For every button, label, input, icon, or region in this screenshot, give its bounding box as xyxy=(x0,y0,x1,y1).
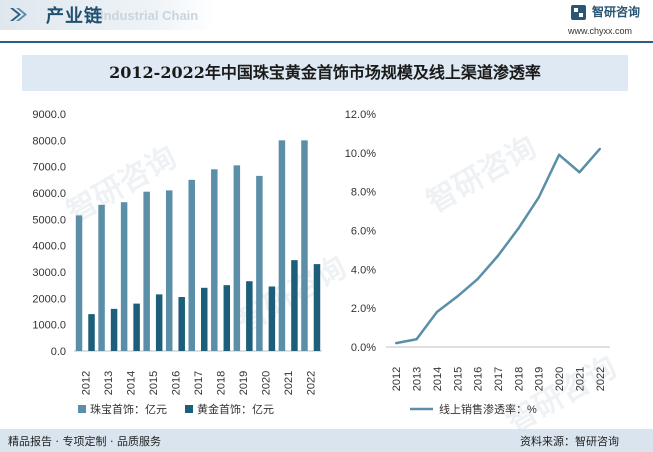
y-tick-label: 4.0% xyxy=(351,264,376,276)
x-tick-label: 2020 xyxy=(554,367,566,391)
y-tick-label: 3000.0 xyxy=(32,267,66,279)
bar-gold xyxy=(313,264,321,351)
y-tick-label: 12.0% xyxy=(345,109,376,121)
bar-gold xyxy=(133,303,140,351)
bar-gold xyxy=(246,281,253,351)
y-tick-label: 5000.0 xyxy=(32,214,66,226)
bar-gold xyxy=(223,285,231,351)
series-line-online-penetration xyxy=(395,148,601,345)
data-point xyxy=(476,277,479,281)
y-tick-label: 4000.0 xyxy=(32,241,66,253)
bar-gold xyxy=(178,297,185,351)
x-tick-label: 2022 xyxy=(306,371,318,395)
x-tick-label: 2017 xyxy=(193,371,205,395)
y-tick-label: 2.0% xyxy=(351,303,376,315)
bar-chart: 0.0 1000.0 2000.0 3000.0 4000.0 5000.0 6000.0 7… xyxy=(32,109,322,416)
footer-source: 资料来源：智研咨询 xyxy=(520,435,619,448)
data-point xyxy=(435,310,439,314)
bar-jewelry xyxy=(233,165,241,351)
bar-jewelry xyxy=(120,202,128,351)
y-tick-label: 1000.0 xyxy=(32,320,66,332)
bar-gold xyxy=(268,286,276,351)
y-tick-label: 0.0 xyxy=(51,346,66,358)
bar-gold xyxy=(88,314,95,351)
x-tick-label: 2021 xyxy=(283,371,295,395)
bar-jewelry xyxy=(75,215,83,351)
double-chevron-icon xyxy=(10,8,27,21)
bar-gold xyxy=(110,308,118,351)
x-tick-label: 2015 xyxy=(452,367,464,391)
x-tick-label: 2013 xyxy=(103,371,115,395)
chart-title: 2012-2022年中国珠宝黄金首饰市场规模及线上渠道渗透率 xyxy=(22,55,628,91)
data-point xyxy=(394,341,398,345)
y-tick-label: 6000.0 xyxy=(32,188,66,200)
x-tick-label: 2022 xyxy=(595,367,607,391)
header-title: 产业链 xyxy=(46,6,103,27)
data-point xyxy=(598,147,602,151)
footer: 精品报告 · 专项定制 · 品质服务 资料来源：智研咨询 xyxy=(0,429,653,452)
x-tick-label: 2019 xyxy=(534,367,546,391)
brand-logo-icon xyxy=(571,5,586,20)
data-point xyxy=(517,227,520,230)
header-banner: Industrial Chain 产业链 xyxy=(0,0,215,30)
x-tick-label: 2017 xyxy=(493,367,505,391)
x-tick-label: 2014 xyxy=(125,371,137,395)
brand-url[interactable]: www.chyxx.com xyxy=(568,26,633,36)
bar-jewelry xyxy=(143,191,150,351)
x-tick-label: 2019 xyxy=(238,371,250,395)
data-point xyxy=(456,295,459,298)
data-point xyxy=(537,196,540,199)
header-subtitle-en: Industrial Chain xyxy=(100,8,199,23)
data-point xyxy=(415,338,418,341)
y-tick-label: 9000.0 xyxy=(32,109,66,121)
bar-jewelry xyxy=(165,190,173,351)
bar-gold xyxy=(155,294,163,351)
x-tick-label: 2018 xyxy=(513,367,525,391)
bar-jewelry xyxy=(98,204,105,351)
x-tick-label: 2012 xyxy=(80,371,92,395)
bar-jewelry xyxy=(188,179,195,351)
y-tick-label: 8000.0 xyxy=(32,135,66,147)
x-tick-label: 2014 xyxy=(432,367,444,391)
y-tick-label: 2000.0 xyxy=(32,293,66,305)
bar-gold xyxy=(291,260,298,351)
data-point xyxy=(578,171,581,174)
x-tick-label: 2020 xyxy=(261,371,273,395)
bar-jewelry xyxy=(211,169,218,351)
legend-label-jewelry: 珠宝首饰：亿元 xyxy=(90,402,167,416)
x-tick-label: 2016 xyxy=(473,367,485,391)
x-tick-label: 2018 xyxy=(216,371,228,395)
legend-swatch-gold xyxy=(185,405,193,413)
line-chart: 0.0% 2.0% 4.0% 6.0% 8.0% 10.0% 12.0% 2012 2013 20… xyxy=(345,109,610,416)
brand-name: 智研咨询 xyxy=(592,5,641,19)
header-divider xyxy=(0,41,653,43)
y-tick-label: 8.0% xyxy=(351,187,376,199)
bar-jewelry xyxy=(256,175,263,351)
x-tick-label: 2015 xyxy=(148,371,160,395)
legend-label-line: 线上销售渗透率：% xyxy=(439,402,537,416)
footer-slogan: 精品报告 · 专项定制 · 品质服务 xyxy=(8,435,161,448)
data-point xyxy=(557,153,561,156)
x-tick-label: 2016 xyxy=(170,371,182,395)
x-tick-label: 2021 xyxy=(574,367,586,391)
bar-gold xyxy=(201,287,208,351)
y-tick-label: 10.0% xyxy=(345,148,376,160)
x-tick-label: 2012 xyxy=(391,367,403,391)
data-point xyxy=(496,254,500,257)
legend-label-gold: 黄金首饰：亿元 xyxy=(197,402,274,416)
y-tick-label: 7000.0 xyxy=(32,162,66,174)
top-bar: Industrial Chain 产业链 智研咨询 www.chyxx.com xyxy=(0,0,653,38)
bar-jewelry xyxy=(278,140,286,351)
legend-swatch-jewelry xyxy=(78,405,86,413)
y-tick-label: 6.0% xyxy=(351,226,376,238)
y-tick-label: 0.0% xyxy=(351,342,376,354)
bar-jewelry xyxy=(301,140,308,351)
x-tick-label: 2013 xyxy=(412,367,424,391)
